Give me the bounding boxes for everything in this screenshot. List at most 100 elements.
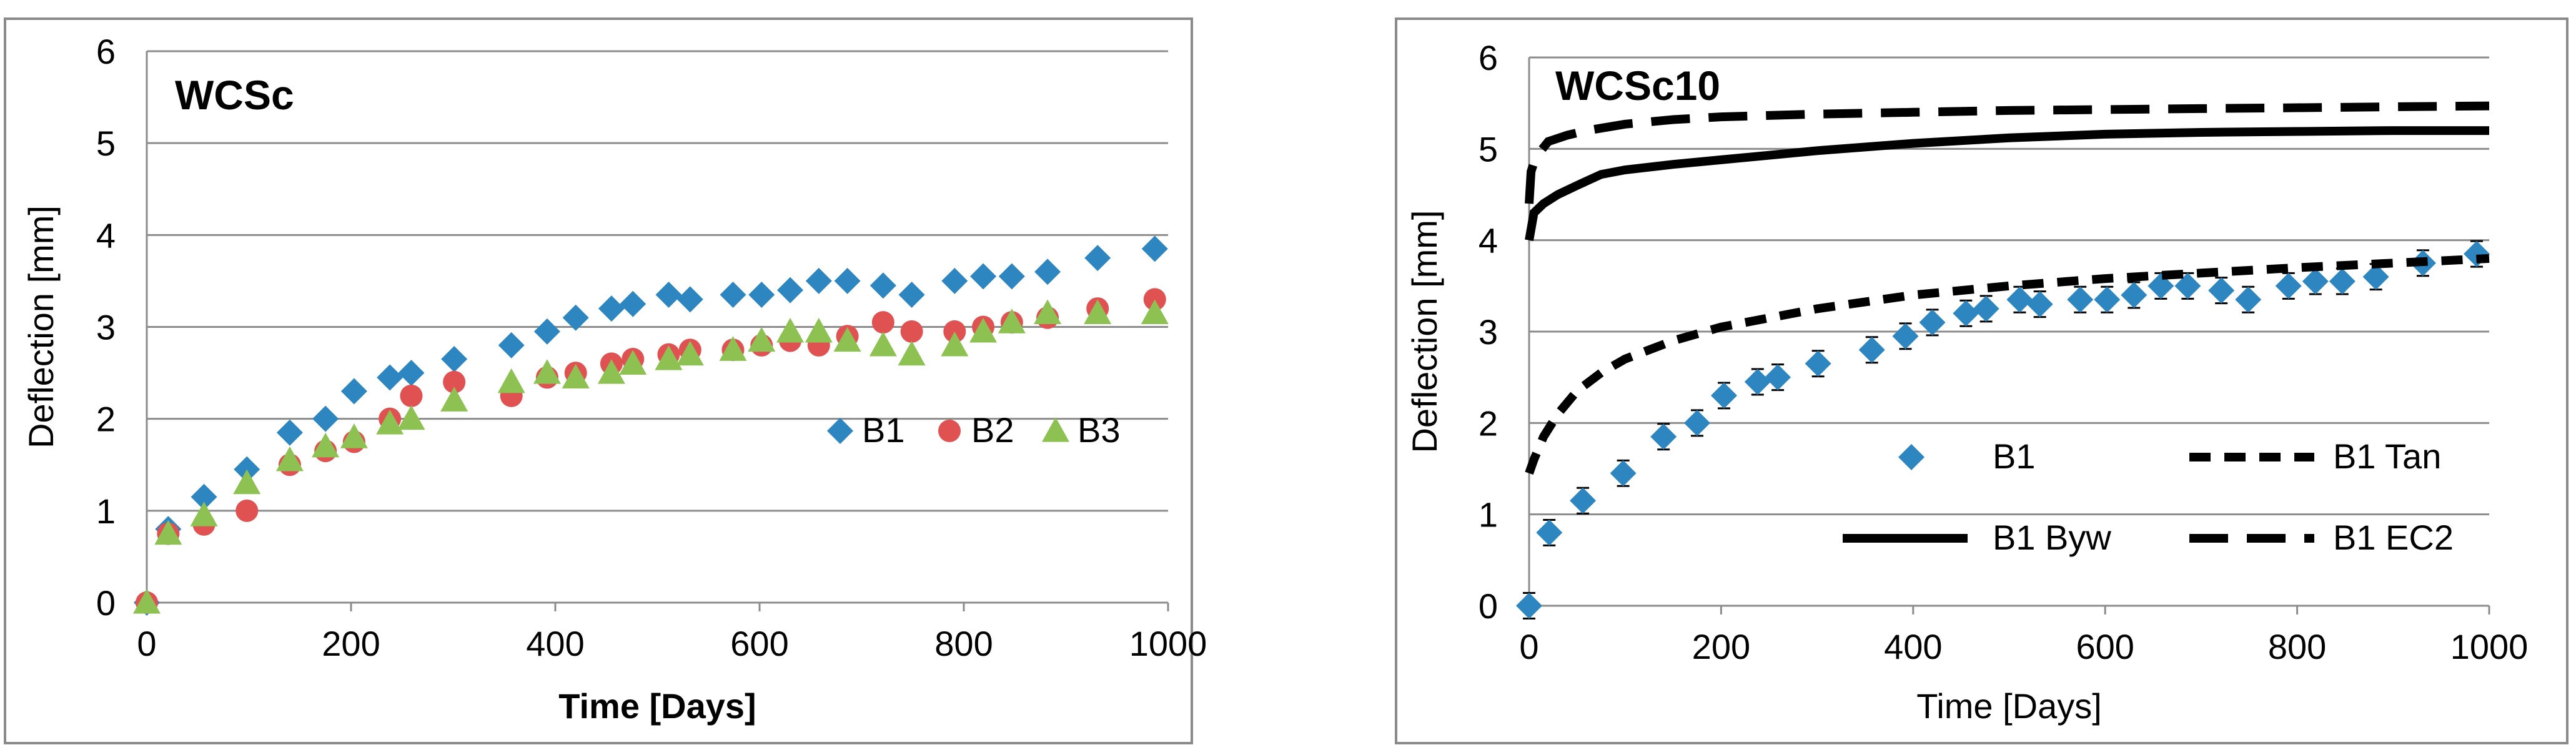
data-point: [1516, 593, 1542, 619]
data-point: [497, 368, 525, 393]
data-point: [655, 281, 682, 308]
data-point: [340, 378, 367, 405]
data-point: [562, 304, 589, 331]
data-point: [1953, 300, 1979, 327]
data-point: [233, 469, 261, 495]
data-point: [941, 267, 968, 294]
data-point: [400, 384, 423, 407]
data-point: [869, 331, 897, 357]
legend-marker-b1: [827, 418, 853, 444]
data-point: [720, 281, 746, 308]
y-tick-label-6: 6: [96, 32, 116, 71]
y-tick-label-3: 3: [96, 308, 116, 347]
data-point: [562, 363, 590, 389]
data-point: [748, 281, 775, 308]
x-tick-label-400: 400: [526, 624, 584, 663]
data-point: [498, 332, 525, 358]
data-point: [898, 281, 925, 308]
data-point: [1034, 259, 1061, 285]
legend-label-b3: B3: [1077, 410, 1121, 450]
data-point: [1858, 337, 1885, 363]
x-tick-label-200: 200: [322, 624, 380, 663]
data-point: [377, 364, 404, 391]
data-point: [441, 346, 468, 373]
x-tick-label-0: 0: [137, 624, 156, 663]
data-point: [2174, 272, 2201, 299]
data-point: [869, 272, 896, 299]
chart-wcsc10: 0 1 2 3 4 5 6 0 200 400 600 800 1000 Time [Days] Defle…: [1405, 38, 2528, 726]
legend-label-b1-byw: B1 Byw: [1993, 518, 2111, 557]
data-point: [1805, 350, 1831, 377]
data-point: [898, 340, 926, 366]
data-point: [805, 317, 833, 343]
data-point: [2275, 272, 2302, 299]
data-point: [834, 267, 861, 294]
series-b1-byw: [1525, 126, 2489, 241]
y-tick-label-5: 5: [1479, 129, 1498, 169]
data-point: [719, 336, 747, 361]
data-point: [1141, 235, 1168, 262]
data-point: [619, 350, 647, 375]
y-tick-label-1: 1: [1479, 495, 1498, 535]
data-point: [440, 387, 468, 412]
data-point: [397, 405, 425, 430]
data-point: [1765, 364, 1791, 391]
legend-label-b2: B2: [971, 410, 1014, 450]
data-point: [943, 320, 966, 343]
data-point: [1919, 309, 1946, 336]
y-tick-label-1: 1: [96, 491, 116, 531]
data-point: [1570, 487, 1597, 514]
legend-label-b1: B1: [1993, 437, 2036, 476]
data-point: [340, 423, 368, 448]
data-point: [235, 499, 259, 522]
x-tick-label-200: 200: [1692, 627, 1750, 666]
data-point: [1973, 295, 1999, 322]
data-point: [676, 340, 704, 366]
data-point: [871, 311, 894, 334]
data-point: [191, 483, 217, 510]
data-point: [2094, 286, 2121, 313]
data-point: [2067, 286, 2094, 313]
y-axis-label: Deflection [mm]: [21, 205, 61, 448]
line-b1-byw: [1525, 126, 2489, 241]
x-tick-label-600: 600: [2076, 627, 2134, 666]
x-axis-label: Time [Days]: [1916, 686, 2102, 726]
data-point: [941, 331, 969, 357]
data-point: [1650, 423, 1677, 450]
data-point: [190, 501, 218, 526]
legend-label-b1-tan: B1 Tan: [2333, 437, 2441, 476]
data-point: [598, 295, 625, 322]
data-point: [597, 359, 625, 384]
y-tick-label-5: 5: [96, 124, 116, 163]
data-point: [833, 327, 861, 352]
data-point: [676, 286, 703, 313]
x-tick-label-0: 0: [1519, 627, 1538, 666]
chart-title: WCSc: [175, 72, 294, 118]
data-point: [2329, 268, 2356, 295]
x-tick-label-800: 800: [934, 624, 993, 663]
legend-label-b1: B1: [862, 410, 905, 450]
data-point: [969, 317, 998, 343]
data-point: [2006, 286, 2033, 313]
legend: B1 B2 B3: [827, 410, 1121, 450]
data-point: [1711, 382, 1738, 409]
x-axis-label: Time [Days]: [558, 686, 756, 726]
data-point: [133, 589, 161, 614]
data-point: [1034, 299, 1062, 325]
y-tick-label-2: 2: [96, 400, 116, 439]
data-point: [312, 432, 340, 458]
data-point: [443, 370, 466, 393]
legend-label-b1-ec2: B1 EC2: [2333, 518, 2454, 557]
data-point: [2302, 268, 2329, 295]
data-point: [1683, 410, 1710, 437]
data-point: [748, 327, 776, 352]
data-point: [970, 263, 997, 290]
data-point: [777, 277, 804, 303]
legend: B1 B1 Tan B1 Byw B1 EC2: [1843, 437, 2454, 557]
y-axis-label: Deflection [mm]: [1405, 210, 1444, 453]
left-chart-frame: [4, 17, 1193, 744]
y-tick-label-4: 4: [1479, 221, 1498, 260]
data-point: [2121, 282, 2147, 308]
data-point: [620, 290, 646, 317]
